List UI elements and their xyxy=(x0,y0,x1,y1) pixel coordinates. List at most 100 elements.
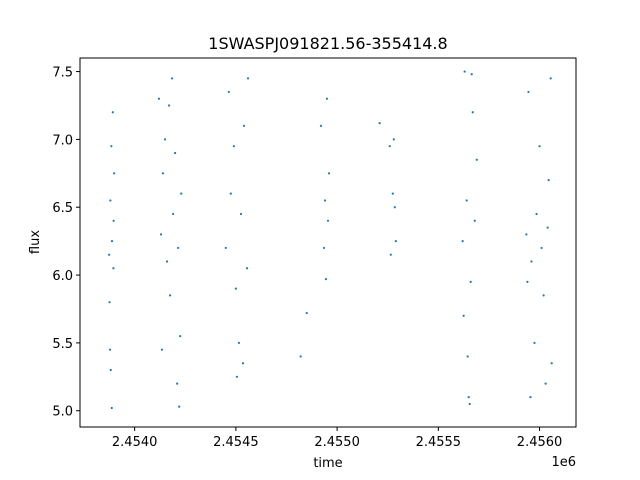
x-tick-label: 2.4555 xyxy=(416,435,462,450)
data-point xyxy=(462,314,465,317)
data-point xyxy=(160,348,164,351)
data-point xyxy=(299,355,302,358)
data-point xyxy=(176,382,179,385)
data-point xyxy=(392,138,395,141)
x-tick-label: 2.4550 xyxy=(314,435,360,450)
data-point xyxy=(547,178,550,182)
data-point xyxy=(469,280,472,283)
data-point xyxy=(237,341,241,344)
data-point xyxy=(475,158,478,161)
data-point xyxy=(234,287,237,290)
data-point xyxy=(229,192,232,195)
data-point xyxy=(540,246,543,250)
data-point xyxy=(526,280,529,283)
data-point xyxy=(163,138,167,141)
data-point xyxy=(112,267,115,270)
data-point xyxy=(544,382,547,385)
data-point xyxy=(378,122,381,125)
data-point xyxy=(527,90,530,94)
data-point xyxy=(529,396,532,399)
x-tick-label: 2.4540 xyxy=(112,435,158,450)
data-point xyxy=(110,145,113,148)
chart-title: 1SWASPJ091821.56-355414.8 xyxy=(208,34,447,53)
data-point xyxy=(319,124,323,127)
data-point xyxy=(393,206,396,209)
data-point xyxy=(538,145,541,148)
data-point xyxy=(177,246,180,250)
data-point xyxy=(108,348,112,351)
data-point xyxy=(110,406,113,410)
data-point xyxy=(165,260,169,263)
x-tick-label: 2.4545 xyxy=(213,435,259,450)
data-point xyxy=(180,192,183,195)
data-point xyxy=(468,402,471,406)
data-point xyxy=(111,111,114,114)
data-point xyxy=(327,172,331,175)
data-point xyxy=(235,375,238,378)
data-point xyxy=(113,172,116,175)
data-point xyxy=(549,77,552,80)
data-point xyxy=(174,151,177,155)
data-point xyxy=(471,111,474,114)
x-axis-label: time xyxy=(313,456,342,471)
data-point xyxy=(389,253,392,256)
data-point xyxy=(227,90,230,94)
y-tick-label: 7.5 xyxy=(52,66,73,81)
data-point xyxy=(388,145,391,148)
data-point xyxy=(542,294,545,297)
data-point xyxy=(323,199,327,202)
x-axis-offset-label: 1e6 xyxy=(551,455,576,470)
data-point xyxy=(108,301,111,304)
data-point xyxy=(394,240,397,243)
data-point xyxy=(535,212,538,216)
y-tick-label: 5.5 xyxy=(52,337,73,352)
x-tick-label: 2.4560 xyxy=(517,435,563,450)
x-axis-ticks: 2.4540 2.4545 2.4550 2.4555 2.4560 xyxy=(112,427,562,450)
data-point xyxy=(465,199,468,202)
data-point xyxy=(470,73,473,76)
data-point xyxy=(108,253,111,256)
y-axis-ticks: 5.0 5.5 6.0 6.5 7.0 7.5 xyxy=(52,66,80,420)
data-point xyxy=(324,278,328,281)
data-point xyxy=(112,219,115,222)
data-point xyxy=(461,240,464,243)
data-point xyxy=(530,260,533,263)
y-axis-label: flux xyxy=(28,230,43,254)
data-point xyxy=(305,311,308,315)
data-point xyxy=(242,124,246,127)
y-tick-label: 6.0 xyxy=(52,269,73,284)
data-point xyxy=(246,77,250,80)
data-point xyxy=(232,145,235,148)
data-point xyxy=(167,104,171,107)
y-tick-label: 5.0 xyxy=(52,405,73,420)
data-point xyxy=(245,267,249,270)
data-point xyxy=(326,219,330,222)
data-point xyxy=(550,362,553,365)
data-point xyxy=(325,97,329,100)
data-point xyxy=(239,212,243,216)
data-point xyxy=(546,226,549,229)
data-point xyxy=(159,233,163,236)
plot-frame xyxy=(79,57,577,428)
data-point xyxy=(161,172,165,175)
scatter-points xyxy=(108,70,553,410)
data-point xyxy=(178,405,181,408)
data-point xyxy=(157,97,161,100)
data-point xyxy=(467,396,470,399)
data-point xyxy=(179,335,182,338)
data-point xyxy=(109,368,112,372)
data-point xyxy=(391,192,394,195)
data-point xyxy=(533,341,536,344)
data-point xyxy=(241,362,245,365)
data-point xyxy=(172,212,175,216)
data-point xyxy=(168,294,172,297)
y-tick-label: 7.0 xyxy=(52,133,73,148)
data-point xyxy=(110,240,114,243)
y-tick-label: 6.5 xyxy=(52,201,73,216)
data-point xyxy=(109,199,112,202)
data-point xyxy=(473,219,476,222)
data-point xyxy=(525,233,528,236)
data-point xyxy=(463,70,466,73)
